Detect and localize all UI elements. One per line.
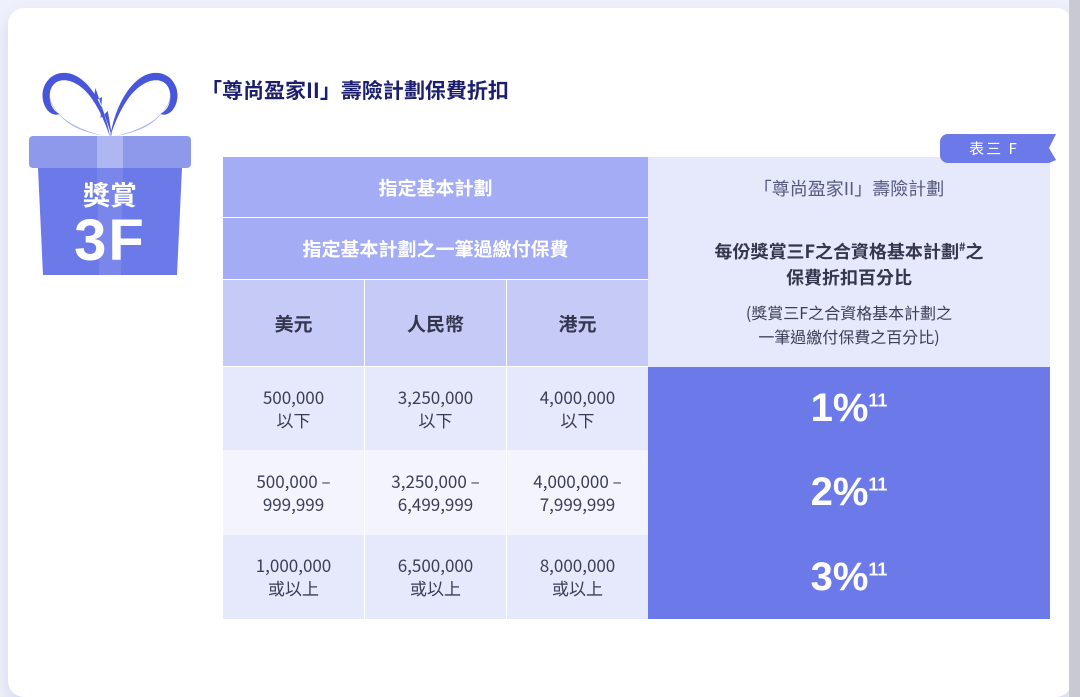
svg-text:3F: 3F	[74, 208, 146, 273]
